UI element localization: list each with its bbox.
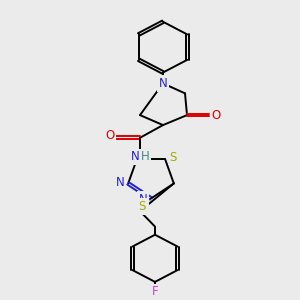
Text: H: H [141, 150, 149, 163]
Text: O: O [212, 109, 220, 122]
Text: S: S [169, 151, 177, 164]
Text: N: N [139, 193, 147, 206]
Text: O: O [105, 130, 115, 142]
Text: N: N [130, 150, 140, 163]
Text: F: F [152, 285, 158, 298]
Text: N: N [159, 77, 167, 90]
Text: N: N [116, 176, 124, 189]
Text: S: S [138, 200, 146, 213]
